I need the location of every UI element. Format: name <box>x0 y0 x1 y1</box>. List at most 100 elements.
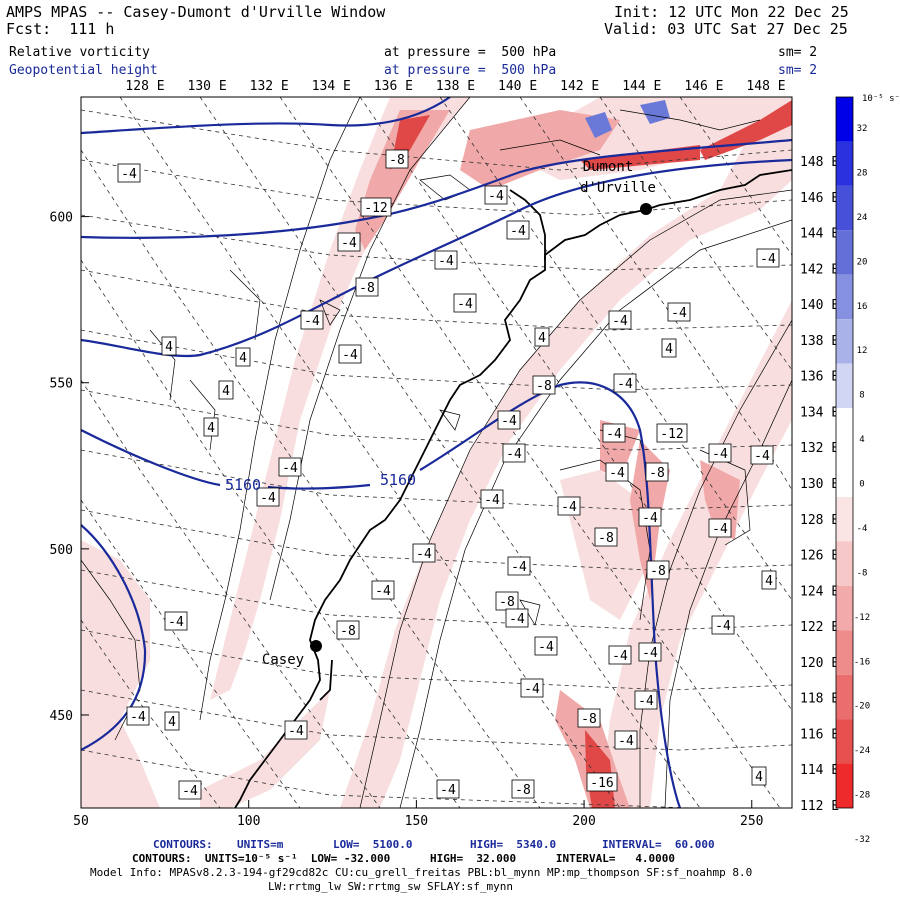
vorticity-label: -4 <box>708 518 732 538</box>
colorbar-band <box>836 274 853 320</box>
colorbar-label: 0 <box>859 480 864 490</box>
vorticity-label: -4 <box>602 423 626 443</box>
right-lon-label: 118 E <box>800 692 839 707</box>
svg-text:-4: -4 <box>282 461 298 476</box>
svg-text:-4: -4 <box>342 348 358 363</box>
svg-text:-8: -8 <box>359 281 375 296</box>
vorticity-label: -4 <box>634 690 658 710</box>
svg-text:-4: -4 <box>618 734 634 749</box>
vorticity-label: -4 <box>638 507 662 527</box>
right-lon-label: 136 E <box>800 370 839 385</box>
y-tick-label: 600 <box>50 211 73 226</box>
vorticity-label: -4 <box>505 608 529 628</box>
vorticity-label: -4 <box>608 310 632 330</box>
svg-text:-4: -4 <box>617 377 633 392</box>
colorbar-label: -32 <box>854 835 870 845</box>
colorbar-band <box>836 319 853 364</box>
colorbar-band <box>836 630 853 675</box>
top-lon-label: 148 E <box>746 79 785 94</box>
vorticity-label: -4 <box>711 615 735 635</box>
svg-text:-4: -4 <box>606 427 622 442</box>
svg-text:-4: -4 <box>440 783 456 798</box>
svg-text:4: 4 <box>755 770 763 785</box>
vorticity-label: 4 <box>235 347 251 367</box>
svg-text:4: 4 <box>222 384 230 399</box>
vorticity-label: -8 <box>336 620 360 640</box>
svg-text:-4: -4 <box>484 493 500 508</box>
svg-text:-8: -8 <box>515 783 531 798</box>
svg-text:4: 4 <box>168 715 176 730</box>
vorticity-label: 4 <box>218 380 234 400</box>
footer-contours1-high: HIGH= 5340.0 <box>470 838 557 851</box>
colorbar-label: 12 <box>857 346 868 356</box>
svg-text:-4: -4 <box>506 447 522 462</box>
vorticity-label: -4 <box>497 410 521 430</box>
svg-text:-4: -4 <box>501 414 517 429</box>
colorbar-band <box>836 408 853 453</box>
svg-text:-4: -4 <box>438 254 454 269</box>
colorbar-label: 16 <box>857 302 868 312</box>
svg-text:-8: -8 <box>581 712 597 727</box>
field1-smoothing: sm= 2 <box>778 45 818 60</box>
svg-text:-4: -4 <box>341 236 357 251</box>
right-lon-label: 126 E <box>800 549 839 564</box>
colorbar-label: -28 <box>854 791 870 801</box>
right-lon-label: 124 E <box>800 584 839 599</box>
svg-text:-4: -4 <box>715 619 731 634</box>
vorticity-label: -4 <box>557 496 581 516</box>
svg-text:-4: -4 <box>524 682 540 697</box>
footer-contours2: CONTOURS: UNITS=10⁻⁵ s⁻¹ LOW= -32.000 HI… <box>132 852 676 865</box>
colorbar-label: -20 <box>854 702 870 712</box>
svg-text:-4: -4 <box>609 466 625 481</box>
top-lon-label: 132 E <box>250 79 289 94</box>
top-longitude-labels: 128 E 130 E 132 E 134 E 136 E 138 E 140 E 142 E… <box>125 79 785 94</box>
svg-text:-4: -4 <box>712 447 728 462</box>
svg-text:-4: -4 <box>488 189 504 204</box>
vorticity-label: -4 <box>434 250 458 270</box>
x-axis: 50 100 150 200 250 <box>73 800 763 829</box>
svg-text:-4: -4 <box>288 724 304 739</box>
vorticity-label: -8 <box>385 149 409 169</box>
right-longitude-labels: 148 E 146 E 144 E 142 E 140 E 138 E 136 E 134 E… <box>800 155 839 814</box>
colorbar-label: 20 <box>857 257 868 267</box>
vorticity-label: -4 <box>126 706 150 726</box>
vorticity-label: -4 <box>520 678 544 698</box>
vorticity-label: -16 <box>586 772 618 792</box>
footer-contours1-units: UNITS=m <box>237 838 284 851</box>
right-lon-label: 142 E <box>800 262 839 277</box>
svg-text:4: 4 <box>665 342 673 357</box>
x-tick-label: 100 <box>237 814 260 829</box>
vorticity-label: -4 <box>436 779 460 799</box>
vorticity-label: -4 <box>507 556 531 576</box>
svg-text:-4: -4 <box>712 522 728 537</box>
map-area: -4 -8 -12 -4 -8 -4 -4 4 4 4 4 -4 -4 -4 -4 4 -4 -4 4 -4 -8 -4 -… <box>81 97 792 808</box>
y-axis: 450 500 550 600 <box>50 211 89 724</box>
top-lon-label: 142 E <box>560 79 599 94</box>
vorticity-label: -4 <box>506 220 530 240</box>
colorbar-frame <box>835 96 854 809</box>
top-lon-label: 136 E <box>374 79 413 94</box>
dumont-durville-label-line1: Dumont <box>583 159 634 175</box>
colorbar-band <box>836 363 853 409</box>
right-lon-label: 138 E <box>800 334 839 349</box>
svg-text:-4: -4 <box>130 710 146 725</box>
vorticity-label: -4 <box>117 163 141 183</box>
svg-text:-8: -8 <box>499 595 515 610</box>
colorbar-band <box>836 674 853 720</box>
svg-text:-4: -4 <box>638 694 654 709</box>
x-tick-label: 50 <box>73 814 89 829</box>
svg-text:-4: -4 <box>561 500 577 515</box>
vorticity-label: -8 <box>355 277 379 297</box>
svg-text:-4: -4 <box>538 640 554 655</box>
svg-text:-4: -4 <box>642 511 658 526</box>
footer-contours1-low: LOW= 5100.0 <box>333 838 413 851</box>
dumont-durville-label-line2: d'Urville <box>580 180 656 196</box>
vorticity-label: -4 <box>638 642 662 662</box>
colorbar-band <box>836 230 853 275</box>
vorticity-label: -12 <box>360 197 392 217</box>
colorbar-band <box>836 541 853 586</box>
right-lon-label: 144 E <box>800 227 839 242</box>
right-lon-label: 134 E <box>800 405 839 420</box>
svg-text:-8: -8 <box>650 564 666 579</box>
footer-contours1-label: CONTOURS: <box>153 838 213 851</box>
